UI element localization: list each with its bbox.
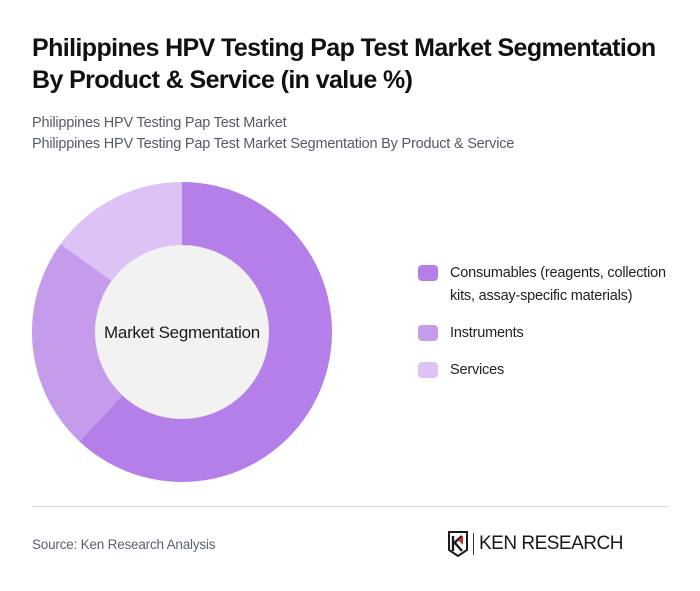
legend-label: Instruments [450, 325, 524, 341]
logo-separator [473, 533, 474, 555]
donut-center [95, 245, 269, 419]
legend-swatch [418, 265, 438, 281]
legend-label: Consumables (reagents, collection kits, … [450, 265, 666, 304]
donut-chart: Market Segmentation [32, 182, 332, 482]
legend-swatch [418, 362, 438, 378]
legend-label: Services [450, 362, 504, 378]
source-text: Source: Ken Research Analysis [32, 537, 216, 552]
chart-title: Philippines HPV Testing Pap Test Market … [32, 34, 656, 94]
logo-text: KEN RESEARCH [479, 533, 623, 554]
legend-swatch [418, 325, 438, 341]
subtitle-line-1: Philippines HPV Testing Pap Test Market [32, 115, 287, 131]
donut-center-label: Market Segmentation [104, 323, 260, 342]
legend-item-consumables: Consumables (reagents, collection kits, … [418, 262, 668, 308]
chart-legend: Consumables (reagents, collection kits, … [418, 262, 668, 396]
subtitle-line-2: Philippines HPV Testing Pap Test Market … [32, 136, 515, 152]
ken-research-logo: KEN RESEARCH [447, 531, 623, 557]
legend-item-instruments: Instruments [418, 322, 668, 345]
ken-research-logo-icon [448, 531, 468, 557]
footer-divider [32, 506, 668, 507]
chart-subtitle: Philippines HPV Testing Pap Test Market … [32, 113, 514, 155]
legend-item-services: Services [418, 359, 668, 382]
